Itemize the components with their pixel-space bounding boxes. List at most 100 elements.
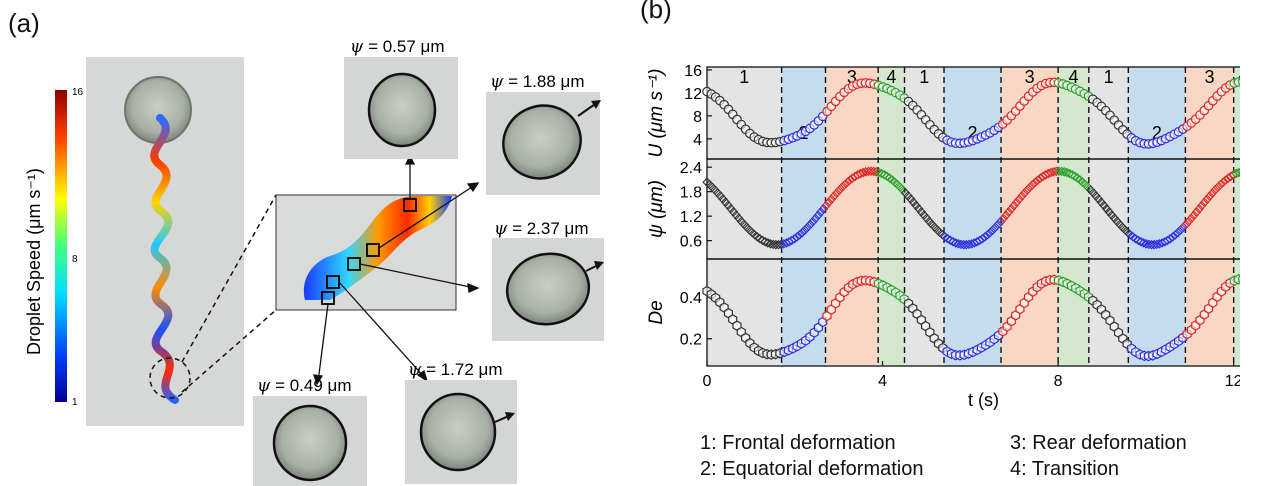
- inset-image-2: [492, 238, 604, 341]
- data-point: [823, 197, 834, 208]
- data-point: [1220, 175, 1231, 185]
- y-axis-label: U (μm s⁻¹): [646, 68, 667, 157]
- data-point: [802, 222, 813, 233]
- data-point: [797, 227, 808, 238]
- data-point: [1003, 207, 1014, 217]
- data-point: [765, 239, 776, 249]
- data-point: [1238, 275, 1240, 283]
- x-tick-label: 8: [1054, 373, 1063, 390]
- data-point: [755, 233, 765, 244]
- data-point: [773, 239, 784, 250]
- data-point: [1019, 188, 1030, 198]
- phase-band: [1058, 67, 1089, 366]
- y-tick-label: 1.8: [680, 185, 702, 202]
- data-point: [821, 200, 831, 211]
- data-point: [1133, 235, 1144, 246]
- inset-image-4: [253, 396, 367, 486]
- zoom-line-bottom: [181, 309, 277, 393]
- y-tick-label: 16: [684, 63, 702, 80]
- legend-item-4: 4: Transition: [1010, 458, 1119, 480]
- data-point: [964, 239, 974, 250]
- droplet-image: [124, 76, 192, 144]
- data-point: [1181, 219, 1191, 230]
- data-point: [1199, 197, 1210, 208]
- panel-a-figure: 16 8 1 Droplet Speed (μm s⁻¹): [24, 37, 604, 486]
- phase-band: [1128, 67, 1186, 366]
- colorbar-title: Droplet Speed (μm s⁻¹): [24, 168, 44, 355]
- inset-label-1: ψ = 1.88 μm: [490, 72, 584, 92]
- phase-number: 3: [847, 67, 857, 87]
- y-tick-label: 8: [693, 109, 702, 126]
- data-point: [1136, 237, 1146, 247]
- data-point: [818, 204, 829, 214]
- data-point: [1064, 168, 1075, 179]
- data-point: [842, 177, 853, 188]
- data-point: [1149, 239, 1159, 250]
- data-point: [1167, 232, 1178, 242]
- phase-band: [878, 67, 905, 366]
- data-point: [1175, 225, 1186, 235]
- data-point: [829, 191, 839, 201]
- data-point: [1170, 230, 1181, 240]
- data-point: [1141, 239, 1152, 249]
- legend-item-1: 1: Frontal deformation: [700, 432, 896, 454]
- data-point: [1162, 235, 1173, 246]
- data-point: [786, 235, 797, 246]
- data-point: [760, 237, 770, 247]
- data-point: [943, 233, 953, 244]
- data-point: [879, 169, 890, 180]
- data-point: [982, 230, 993, 240]
- data-point: [826, 194, 837, 205]
- data-point: [882, 171, 892, 182]
- data-point: [868, 166, 879, 177]
- inset-arrows: [313, 154, 480, 386]
- phase-band: [825, 67, 879, 366]
- data-point: [1027, 180, 1038, 190]
- data-point: [985, 227, 995, 238]
- data-point: [1032, 175, 1043, 185]
- phase-band: [944, 67, 1002, 366]
- data-point: [1006, 204, 1017, 214]
- data-point: [808, 216, 818, 227]
- data-point: [1231, 168, 1240, 179]
- data-point: [1165, 234, 1175, 244]
- data-point: [987, 225, 998, 235]
- phase-band: [1233, 67, 1240, 366]
- data-point: [792, 232, 802, 242]
- x-tick-label: 0: [703, 373, 712, 390]
- zoom-circle: [149, 357, 191, 399]
- data-point: [1138, 238, 1149, 248]
- panel-b-label: (b): [640, 0, 672, 24]
- data-point: [1062, 167, 1072, 178]
- legend-item-2: 2: Equatorial deformation: [700, 458, 924, 480]
- y-tick-label: 4: [693, 132, 702, 149]
- colorbar: [55, 90, 67, 402]
- data-point: [810, 213, 821, 224]
- data-point: [794, 230, 805, 240]
- data-point: [977, 234, 987, 244]
- inset-image-1: [486, 92, 601, 195]
- data-point: [953, 239, 964, 249]
- inset-label-0: ψ = 0.57 μm: [350, 37, 444, 57]
- data-point: [1025, 182, 1035, 193]
- data-point: [815, 207, 826, 217]
- colorbar-tick-1: 1: [72, 397, 78, 408]
- data-point: [763, 238, 773, 248]
- data-point: [998, 213, 1009, 224]
- data-point: [858, 167, 868, 178]
- data-point: [1173, 227, 1183, 238]
- inset-image-3: [405, 380, 517, 484]
- zoom-line-top: [181, 194, 277, 363]
- phase-number: 4: [886, 67, 896, 87]
- data-point: [1207, 188, 1218, 198]
- phase-number: 4: [1237, 67, 1240, 87]
- data-point: [1183, 216, 1194, 227]
- phase-number: 4: [1068, 67, 1078, 87]
- data-point: [845, 175, 855, 185]
- data-point: [1215, 179, 1226, 190]
- inset-label-4: ψ = 0.49 μm: [257, 376, 351, 396]
- inset-label-2: ψ = 2.37 μm: [494, 219, 588, 239]
- data-point: [1067, 169, 1077, 180]
- phase-number: 1: [739, 67, 749, 87]
- panel-b-chart: 123412341234481216U (μm s⁻¹)0.61.21.82.4…: [646, 63, 1240, 410]
